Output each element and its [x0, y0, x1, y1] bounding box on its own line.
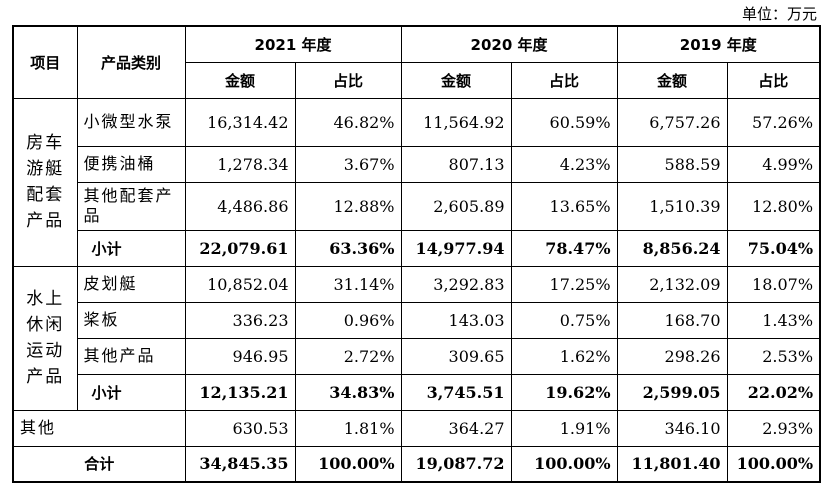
value-cell: 10,852.04 [184, 265, 296, 303]
total-value: 100.00% [726, 445, 821, 483]
header-ratio: 占比 [726, 61, 821, 99]
category-cell: 水上休闲运动产品 [12, 265, 78, 411]
category-cell: 房车游艇配套产品 [12, 97, 78, 267]
value-cell: 0.75% [510, 301, 618, 339]
value-cell: 364.27 [400, 409, 512, 447]
value-cell: 16,314.42 [184, 97, 296, 147]
header-amount: 金额 [400, 61, 512, 99]
product-name: 皮划艇 [76, 265, 186, 303]
value-cell: 4.99% [726, 145, 821, 183]
value-cell: 3,292.83 [400, 265, 512, 303]
product-name: 便携油桶 [76, 145, 186, 183]
value-cell: 2,605.89 [400, 181, 512, 231]
value-cell: 0.96% [294, 301, 402, 339]
value-cell: 346.10 [616, 409, 728, 447]
value-cell: 1,278.34 [184, 145, 296, 183]
other-row: 其他 630.53 1.81% 364.27 1.91% 346.10 2.93… [12, 409, 821, 447]
total-row: 合计 34,845.35 100.00% 19,087.72 100.00% 1… [12, 445, 821, 483]
header-item: 项目 [12, 25, 78, 99]
product-name: 桨板 [76, 301, 186, 339]
table-row: 便携油桶 1,278.34 3.67% 807.13 4.23% 588.59 … [13, 145, 821, 183]
value-cell: 1.81% [294, 409, 402, 447]
value-cell: 168.70 [616, 301, 728, 339]
value-cell: 13.65% [510, 181, 618, 231]
value-cell: 2.72% [294, 337, 402, 375]
value-cell: 807.13 [400, 145, 512, 183]
total-label: 合计 [12, 445, 186, 483]
value-cell: 4,486.86 [184, 181, 296, 231]
subtotal-value: 22,079.61 [184, 229, 296, 267]
value-cell: 11,564.92 [400, 97, 512, 147]
header-year-2021: 2021 年度 [184, 25, 402, 63]
subtotal-value: 2,599.05 [616, 373, 728, 411]
value-cell: 298.26 [616, 337, 728, 375]
total-value: 19,087.72 [400, 445, 512, 483]
product-name: 其他产品 [76, 337, 186, 375]
value-cell: 1.91% [510, 409, 618, 447]
header-amount: 金额 [184, 61, 296, 99]
value-cell: 4.23% [510, 145, 618, 183]
header-amount: 金额 [616, 61, 728, 99]
total-value: 100.00% [510, 445, 618, 483]
value-cell: 46.82% [294, 97, 402, 147]
value-cell: 17.25% [510, 265, 618, 303]
subtotal-value: 78.47% [510, 229, 618, 267]
value-cell: 630.53 [184, 409, 296, 447]
header-year-2019: 2019 年度 [616, 25, 821, 63]
header-ratio: 占比 [294, 61, 402, 99]
other-label: 其他 [12, 409, 186, 447]
value-cell: 588.59 [616, 145, 728, 183]
subtotal-value: 22.02% [726, 373, 821, 411]
total-value: 34,845.35 [184, 445, 296, 483]
value-cell: 2,132.09 [616, 265, 728, 303]
subtotal-value: 3,745.51 [400, 373, 512, 411]
value-cell: 143.03 [400, 301, 512, 339]
product-name: 其他配套产品 [76, 181, 186, 231]
subtotal-label: 小计 [76, 229, 186, 267]
value-cell: 31.14% [294, 265, 402, 303]
subtotal-label: 小计 [76, 373, 186, 411]
header-year-2020: 2020 年度 [400, 25, 618, 63]
value-cell: 60.59% [510, 97, 618, 147]
value-cell: 12.88% [294, 181, 402, 231]
value-cell: 6,757.26 [616, 97, 728, 147]
subtotal-row: 小计 12,135.21 34.83% 3,745.51 19.62% 2,59… [13, 373, 821, 411]
subtotal-value: 75.04% [726, 229, 821, 267]
value-cell: 309.65 [400, 337, 512, 375]
table-row: 其他配套产品 4,486.86 12.88% 2,605.89 13.65% 1… [13, 181, 821, 231]
table-row: 桨板 336.23 0.96% 143.03 0.75% 168.70 1.43… [13, 301, 821, 339]
product-name: 小微型水泵 [76, 97, 186, 147]
subtotal-value: 12,135.21 [184, 373, 296, 411]
subtotal-value: 8,856.24 [616, 229, 728, 267]
subtotal-value: 14,977.94 [400, 229, 512, 267]
header-product-type: 产品类别 [76, 25, 186, 99]
value-cell: 1,510.39 [616, 181, 728, 231]
value-cell: 3.67% [294, 145, 402, 183]
value-cell: 18.07% [726, 265, 821, 303]
value-cell: 12.80% [726, 181, 821, 231]
value-cell: 57.26% [726, 97, 821, 147]
value-cell: 1.43% [726, 301, 821, 339]
total-value: 100.00% [294, 445, 402, 483]
unit-label: 单位：万元 [741, 5, 817, 23]
subtotal-value: 63.36% [294, 229, 402, 267]
table-row: 水上休闲运动产品 皮划艇 10,852.04 31.14% 3,292.83 1… [12, 265, 821, 411]
value-cell: 2.53% [726, 337, 821, 375]
table-row: 其他产品 946.95 2.72% 309.65 1.62% 298.26 2.… [13, 337, 821, 375]
value-cell: 1.62% [510, 337, 618, 375]
total-value: 11,801.40 [616, 445, 728, 483]
table-row: 房车游艇配套产品 小微型水泵 16,314.42 46.82% 11,564.9… [12, 97, 821, 267]
revenue-table: 项目 产品类别 2021 年度 2020 年度 2019 年度 金额 占比 金额… [12, 25, 822, 483]
value-cell: 946.95 [184, 337, 296, 375]
value-cell: 2.93% [726, 409, 821, 447]
subtotal-value: 19.62% [510, 373, 618, 411]
value-cell: 336.23 [184, 301, 296, 339]
subtotal-value: 34.83% [294, 373, 402, 411]
subtotal-row: 小计 22,079.61 63.36% 14,977.94 78.47% 8,8… [13, 229, 821, 267]
header-ratio: 占比 [510, 61, 618, 99]
